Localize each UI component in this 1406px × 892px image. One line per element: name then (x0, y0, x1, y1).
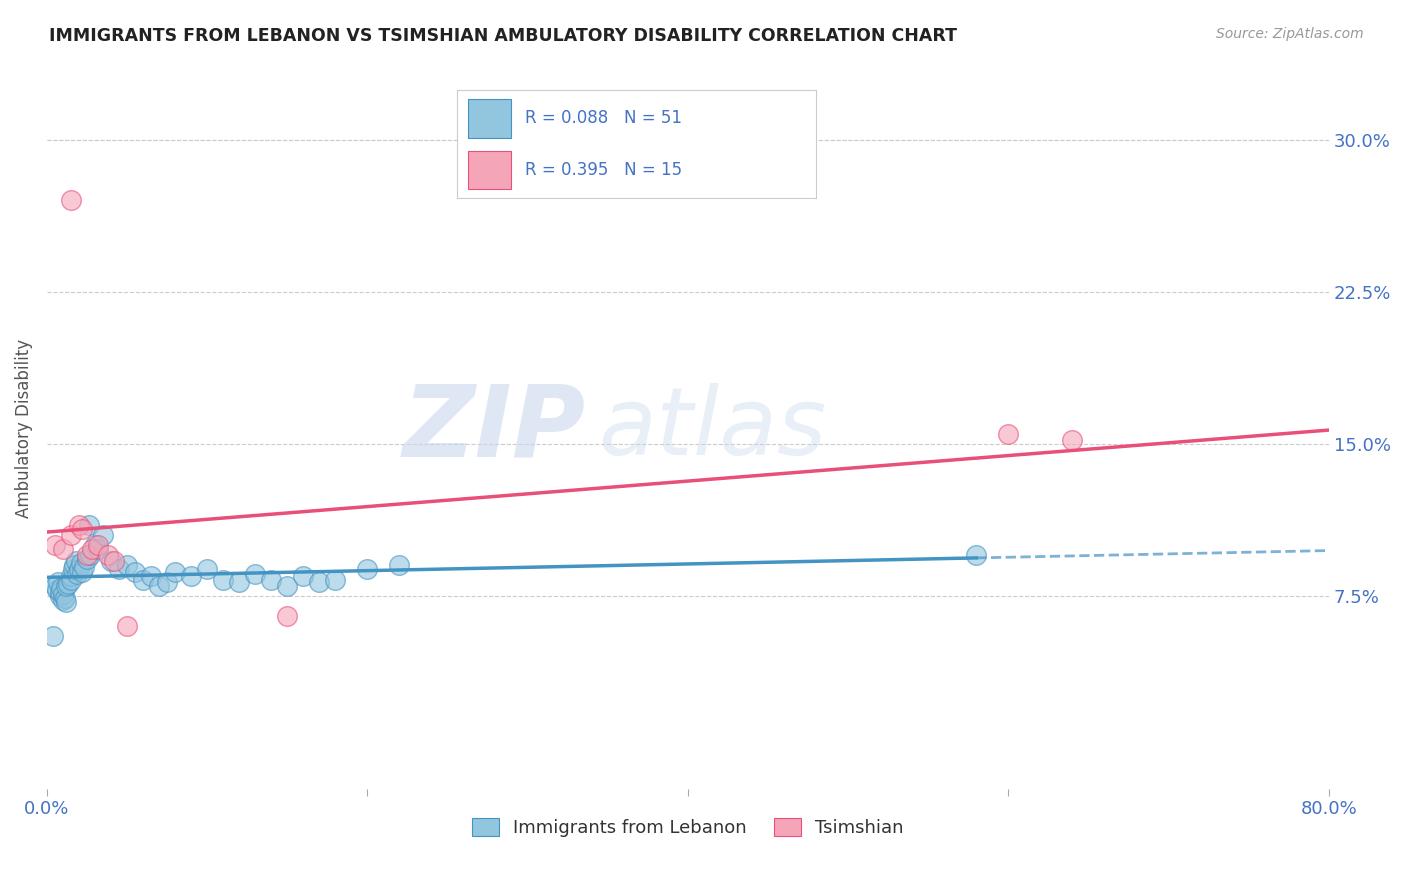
Point (148, 579, 170, 593)
Point (195, 562, 218, 576)
Point (48, 589, 70, 603)
Point (97, 549, 120, 563)
Point (276, 609, 298, 624)
Point (228, 574, 250, 589)
Point (115, 619, 138, 633)
Point (52, 587, 75, 601)
Point (76, 549, 98, 563)
Point (87, 542, 110, 557)
Point (100, 554, 122, 568)
Point (245, 566, 267, 581)
Point (132, 573, 155, 587)
Point (55, 595, 77, 609)
Point (52, 542, 75, 557)
Point (73, 560, 96, 574)
Point (45, 582, 67, 597)
Point (77, 517, 100, 532)
Point (67, 517, 90, 532)
Point (66, 566, 89, 581)
Point (212, 573, 235, 587)
Point (323, 573, 346, 587)
Point (62, 562, 84, 576)
Point (55, 579, 77, 593)
Point (59, 528, 82, 542)
Point (80, 542, 103, 557)
Point (52, 593, 75, 607)
Point (388, 558, 411, 573)
Point (44, 579, 66, 593)
Point (124, 565, 146, 579)
Y-axis label: Ambulatory Disability: Ambulatory Disability (15, 339, 32, 518)
Point (59, 194, 82, 208)
Point (70, 565, 93, 579)
Point (48, 584, 70, 599)
Point (63, 558, 86, 573)
Point (103, 554, 125, 568)
Text: ZIP: ZIP (402, 380, 585, 477)
Point (308, 574, 330, 589)
Point (42, 629, 65, 643)
Point (51, 581, 73, 595)
Point (165, 565, 187, 579)
Point (69, 557, 91, 571)
Point (115, 558, 138, 573)
Point (84, 538, 107, 552)
Text: atlas: atlas (598, 383, 827, 474)
Point (87, 538, 110, 552)
Point (260, 573, 283, 587)
Point (965, 549, 987, 563)
Legend: Immigrants from Lebanon, Tsimshian: Immigrants from Lebanon, Tsimshian (464, 811, 911, 845)
Point (70, 522, 93, 536)
Point (180, 568, 202, 582)
Point (91, 528, 114, 542)
Text: Source: ZipAtlas.com: Source: ZipAtlas.com (1216, 27, 1364, 41)
Point (356, 562, 378, 576)
Point (79, 549, 101, 563)
Point (997, 426, 1019, 441)
Point (65, 554, 87, 568)
Point (108, 562, 131, 576)
Point (44, 538, 66, 552)
Point (156, 574, 179, 589)
Point (53, 591, 76, 605)
Point (46, 574, 69, 589)
Point (1062, 433, 1084, 447)
Point (276, 579, 298, 593)
Point (59, 568, 82, 582)
Point (139, 568, 162, 582)
Point (76, 552, 98, 566)
Point (292, 568, 315, 582)
Point (56, 576, 79, 591)
Point (59, 573, 82, 587)
Point (67, 562, 90, 576)
Text: IMMIGRANTS FROM LEBANON VS TSIMSHIAN AMBULATORY DISABILITY CORRELATION CHART: IMMIGRANTS FROM LEBANON VS TSIMSHIAN AMB… (49, 27, 957, 45)
